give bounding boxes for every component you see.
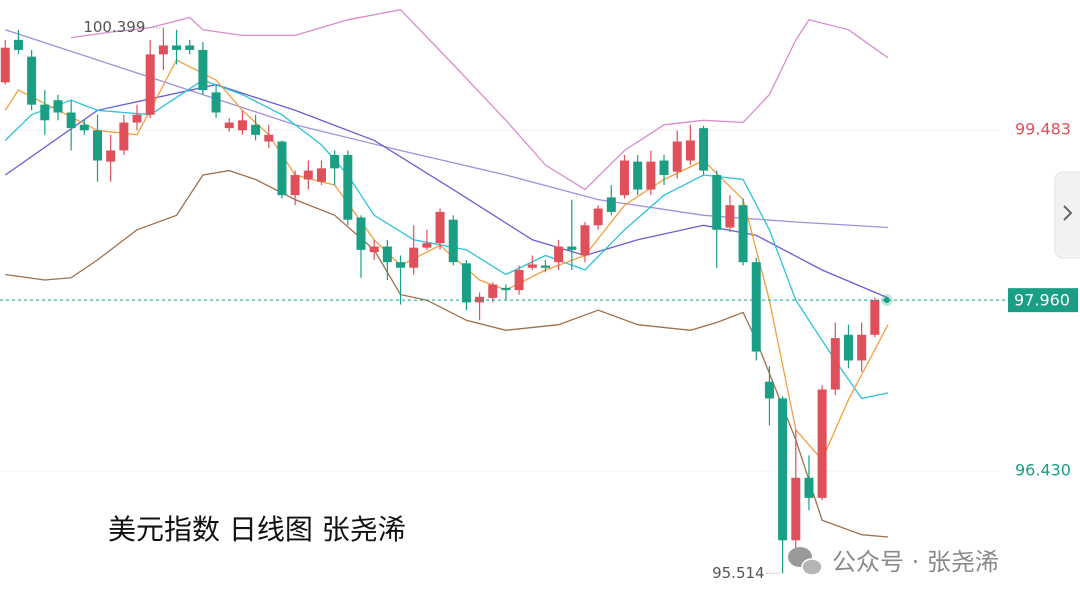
candle-body: [738, 205, 748, 263]
last-price-dot: [883, 297, 890, 304]
candle-body: [119, 122, 129, 151]
candle-body: [264, 134, 274, 142]
candle-body: [172, 45, 182, 50]
labels: 99.483 96.430 100.399 95.514 97.960: [0, 18, 1078, 582]
candle-body: [857, 334, 867, 361]
candle-body: [224, 122, 234, 129]
candle-body: [435, 211, 445, 244]
candle-body: [527, 264, 537, 268]
last-price-box: [1008, 288, 1078, 313]
candle-body: [580, 225, 590, 256]
candle-body: [791, 477, 801, 541]
candle-body: [646, 161, 656, 190]
candle-body: [290, 175, 300, 196]
candle-body: [751, 262, 761, 352]
low-marker-label: 95.514: [712, 564, 765, 582]
candle-body: [672, 141, 682, 172]
candle-body: [106, 150, 116, 162]
chevron-icon[interactable]: [1063, 205, 1073, 221]
candle-body: [145, 54, 155, 115]
candle-body: [633, 161, 643, 190]
candle-body: [699, 128, 709, 171]
candle-body: [66, 112, 76, 129]
candle-body: [356, 217, 366, 250]
candle-body: [422, 243, 432, 248]
last-price-label: 97.960: [1014, 291, 1070, 310]
candle-body: [804, 477, 814, 498]
candle-body: [488, 284, 498, 298]
candle-body: [330, 154, 340, 169]
candle-body: [369, 246, 379, 253]
y-tick-label: 96.430: [1015, 461, 1071, 480]
high-marker-label: 100.399: [83, 18, 145, 36]
candle-body: [817, 389, 827, 498]
candle-body: [198, 49, 208, 91]
candle-body: [606, 197, 616, 212]
candle-body: [13, 39, 23, 50]
candle-body: [92, 130, 102, 161]
chart-title: 美元指数 日线图 张尧浠: [108, 513, 406, 546]
candle-body: [277, 141, 287, 196]
candle-body: [53, 100, 63, 113]
icon-bubble: [801, 558, 823, 576]
candle-body: [185, 45, 195, 50]
overlay-line: [71, 8, 889, 191]
candle-body: [567, 246, 577, 250]
candle-body: [211, 92, 221, 113]
candle-body: [870, 300, 880, 335]
watermark-icon: [788, 547, 823, 576]
candle-body: [237, 120, 247, 131]
candle-body: [382, 246, 392, 263]
candle-body: [396, 262, 406, 268]
candle-body: [158, 45, 168, 55]
side-tab-bg[interactable]: [1054, 171, 1080, 259]
candle-body: [316, 168, 326, 182]
candle-body: [843, 334, 853, 361]
candles: [0, 27, 880, 574]
watermark: 公众号 · 张尧浠: [832, 548, 999, 576]
candle-body: [27, 56, 37, 105]
candle-body: [712, 175, 722, 230]
side-tab[interactable]: [1054, 171, 1080, 259]
candle-body: [0, 47, 10, 83]
candle-body: [501, 287, 511, 291]
candle-body: [620, 160, 630, 196]
candle-body: [448, 219, 458, 263]
candle-body: [725, 205, 735, 228]
candle-body: [685, 140, 695, 161]
candle-body: [778, 398, 788, 541]
candle-body: [514, 269, 524, 291]
candle-body: [79, 124, 89, 131]
candle-body: [830, 338, 840, 390]
candle-body: [461, 263, 471, 303]
candle-body: [475, 296, 485, 303]
candle-body: [303, 170, 313, 180]
candle-body: [764, 381, 774, 399]
candle-body: [659, 160, 669, 176]
candle-body: [540, 265, 550, 268]
candle-body: [251, 124, 261, 135]
overlay-line: [4, 59, 889, 462]
candle-body: [132, 114, 142, 123]
candle-body: [409, 247, 419, 268]
candle-body: [554, 246, 564, 263]
y-tick-label: 99.483: [1015, 120, 1071, 139]
candle-body: [40, 104, 50, 121]
candle-body: [343, 154, 353, 220]
candle-body: [593, 208, 603, 226]
grid: [0, 129, 1000, 472]
